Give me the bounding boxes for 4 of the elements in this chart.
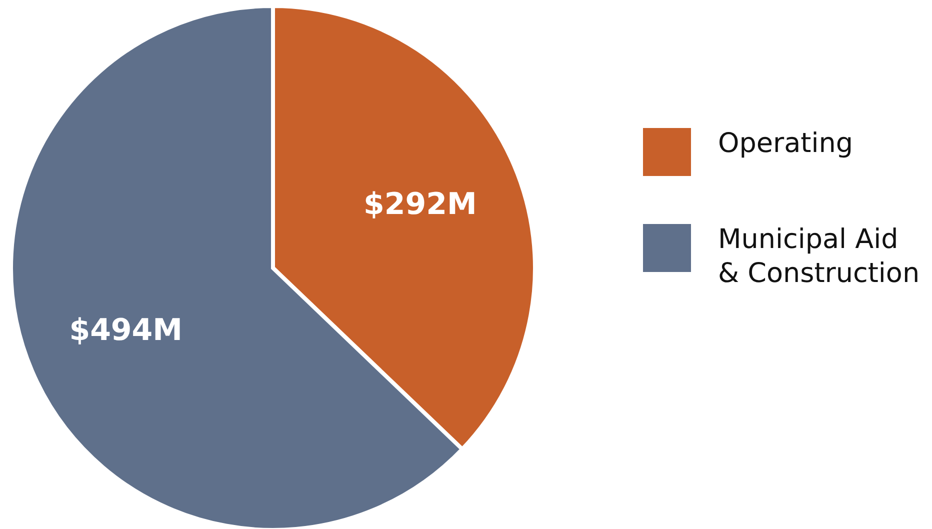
- legend-label: Municipal Aid & Construction: [718, 224, 920, 289]
- data-label: $292M: [363, 187, 477, 222]
- legend-label: Operating: [718, 128, 853, 159]
- data-label: $494M: [69, 312, 183, 348]
